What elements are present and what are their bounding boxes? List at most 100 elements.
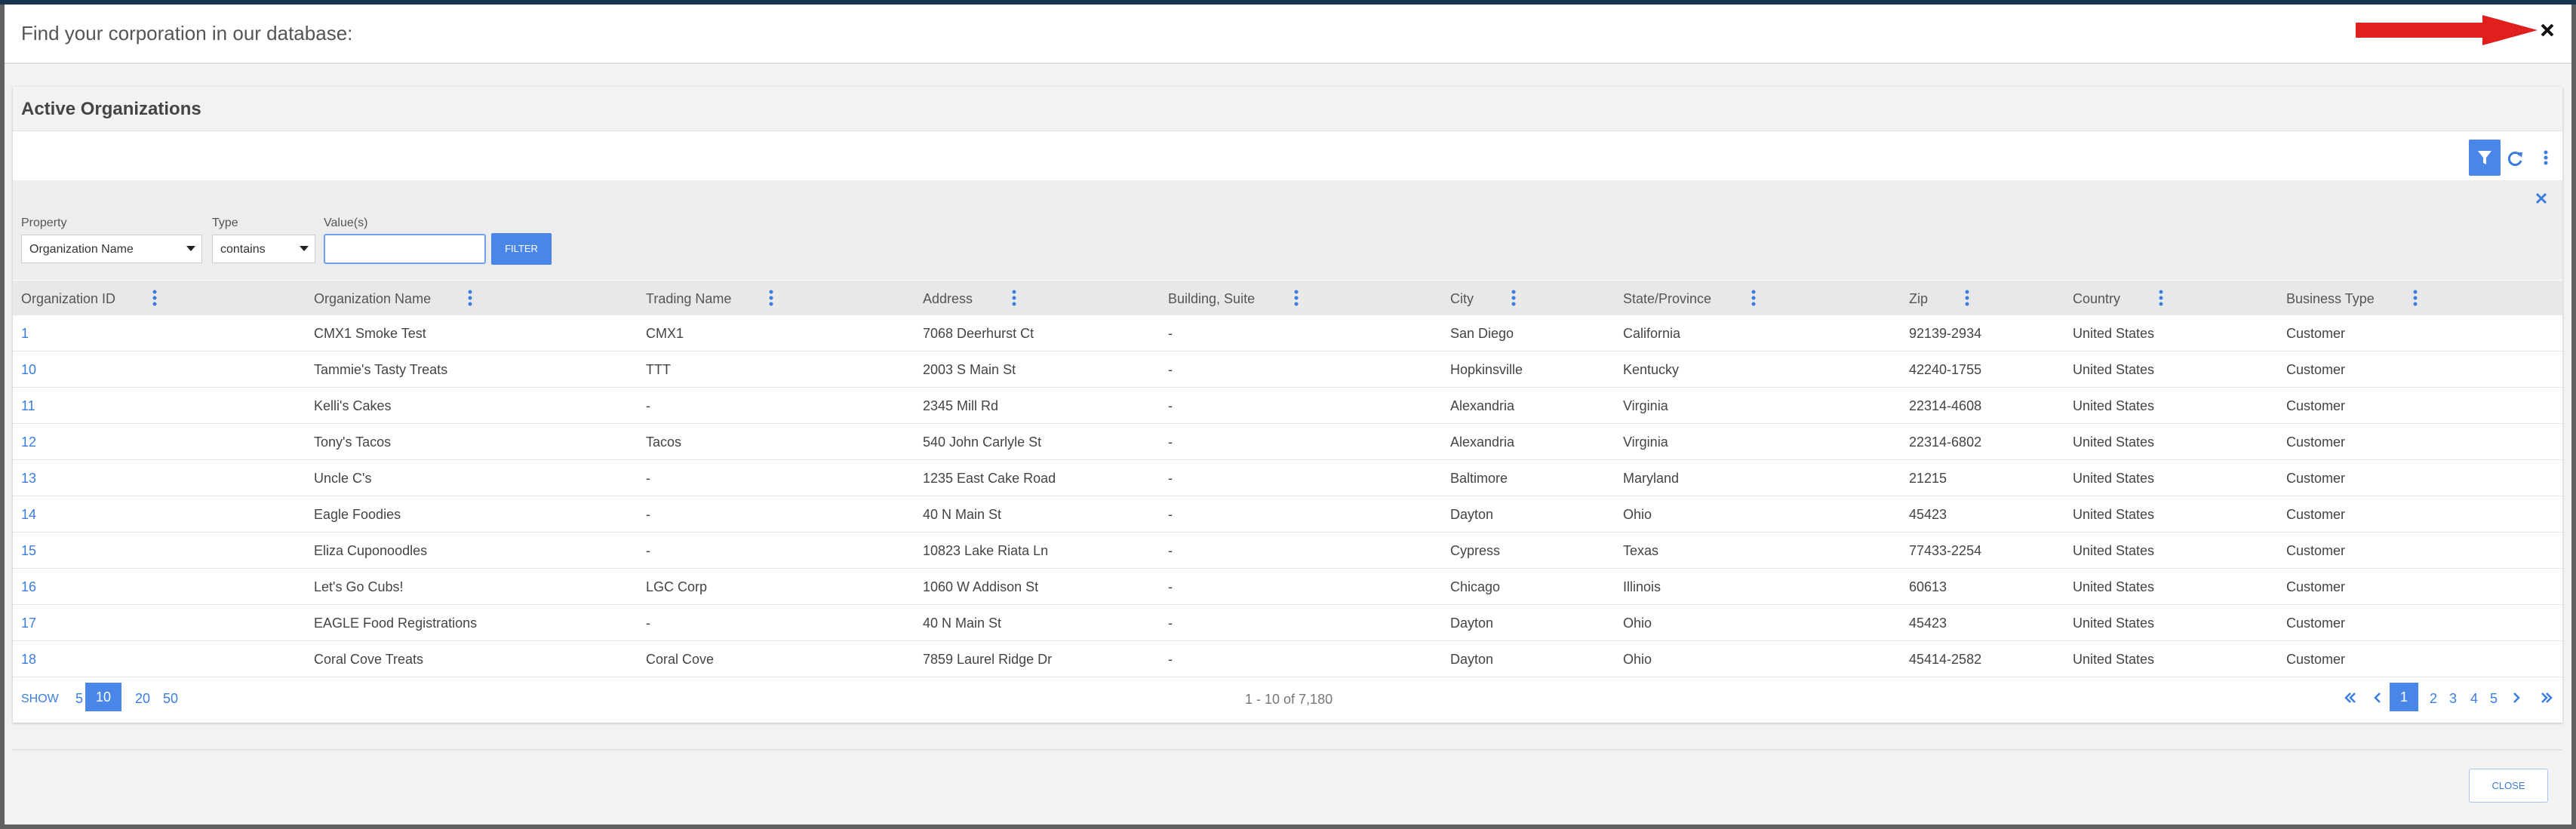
cell: Hopkinsville <box>1450 362 1523 377</box>
column-menu[interactable] <box>468 290 472 306</box>
cell: Tony's Tacos <box>314 434 392 450</box>
value-input[interactable] <box>324 234 486 264</box>
row-divider <box>13 459 2562 460</box>
modal-header <box>5 5 2571 64</box>
cell: Ohio <box>1623 652 1652 667</box>
page-number[interactable]: 5 <box>2490 691 2498 706</box>
property-select[interactable]: Organization Name <box>21 235 202 263</box>
org-id-link[interactable]: 11 <box>21 398 35 413</box>
cell: San Diego <box>1450 326 1514 341</box>
cell: Eliza Cuponoodles <box>314 543 428 558</box>
cell: Customer <box>2286 507 2346 522</box>
cell: - <box>646 507 650 522</box>
close-button[interactable]: CLOSE <box>2469 769 2548 803</box>
cell: 77433-2254 <box>1909 543 1982 558</box>
org-id-link[interactable]: 15 <box>21 543 37 558</box>
cell: Customer <box>2286 362 2346 377</box>
row-divider <box>13 604 2562 605</box>
toolbar-icons[interactable] <box>2506 149 2559 168</box>
cell: Customer <box>2286 326 2346 341</box>
page-number[interactable]: 4 <box>2470 691 2479 706</box>
page-size[interactable]: 20 <box>135 691 151 706</box>
org-id-link[interactable]: 10 <box>21 362 37 377</box>
property-value: Organization Name <box>29 243 134 256</box>
range-text: 1 - 10 of 7,180 <box>1245 692 1333 707</box>
page-number[interactable]: 3 <box>2449 691 2458 706</box>
row-divider <box>13 532 2562 533</box>
cell: 2003 S Main St <box>923 362 1016 377</box>
cell: United States <box>2073 579 2155 594</box>
page-size[interactable]: 5 <box>75 691 84 706</box>
cell: Coral Cove <box>646 652 715 667</box>
column-menu[interactable] <box>769 290 773 306</box>
column-menu[interactable] <box>1751 290 1756 306</box>
cell: United States <box>2073 326 2155 341</box>
org-id-link[interactable]: 13 <box>21 471 37 486</box>
cell: Virginia <box>1623 398 1668 413</box>
page-nav[interactable] <box>2372 692 2386 704</box>
cell: - <box>1168 362 1173 377</box>
row-divider <box>13 423 2562 424</box>
cell: United States <box>2073 543 2155 558</box>
cell: Tammie's Tasty Treats <box>314 362 448 377</box>
column-header: Business Type <box>2286 291 2375 306</box>
cell: - <box>1168 434 1173 450</box>
page-number[interactable]: 2 <box>2430 691 2438 706</box>
cell: Tacos <box>646 434 682 450</box>
cell: Baltimore <box>1450 471 1508 486</box>
cell: Customer <box>2286 616 2346 631</box>
org-id-link[interactable]: 18 <box>21 652 37 667</box>
cell: United States <box>2073 652 2155 667</box>
column-menu[interactable] <box>1965 290 1969 306</box>
org-id-link[interactable]: 16 <box>21 579 37 594</box>
table-header <box>13 281 2562 315</box>
cell: - <box>646 471 650 486</box>
org-id-link[interactable]: 17 <box>21 616 37 631</box>
cell: - <box>1168 398 1173 413</box>
row-divider <box>13 640 2562 641</box>
org-id-link[interactable]: 14 <box>21 507 37 522</box>
type-label: Type <box>212 216 238 229</box>
cell: - <box>646 616 650 631</box>
panel-title: Active Organizations <box>21 99 201 119</box>
cell: United States <box>2073 362 2155 377</box>
org-id-link[interactable]: 12 <box>21 434 37 450</box>
type-select[interactable]: contains <box>212 235 315 263</box>
filter-toggle[interactable] <box>2469 140 2501 176</box>
column-menu[interactable] <box>152 290 157 306</box>
column-menu[interactable] <box>2159 290 2163 306</box>
page-number[interactable]: 1 <box>2390 683 2418 711</box>
cell: 92139-2934 <box>1909 326 1982 341</box>
cell: EAGLE Food Registrations <box>314 616 478 631</box>
filter-button[interactable]: FILTER <box>491 233 552 265</box>
column-header: Organization ID <box>21 291 116 306</box>
cell: Customer <box>2286 579 2346 594</box>
cell: 1235 East Cake Road <box>923 471 1056 486</box>
column-menu[interactable] <box>1511 290 1516 306</box>
column-header: Country <box>2073 291 2121 306</box>
page-size[interactable]: 10 <box>85 683 121 711</box>
cell: CMX1 <box>646 326 684 341</box>
column-menu[interactable] <box>1012 290 1016 306</box>
page-nav[interactable] <box>2511 692 2525 704</box>
cell: 1060 W Addison St <box>923 579 1039 594</box>
cell: United States <box>2073 507 2155 522</box>
page-nav[interactable] <box>2344 692 2357 704</box>
row-divider <box>13 351 2562 352</box>
cell: Customer <box>2286 398 2346 413</box>
property-label: Property <box>21 216 67 229</box>
cell: 40 N Main St <box>923 616 1002 631</box>
column-menu[interactable] <box>1294 290 1299 306</box>
column-header: Address <box>923 291 973 306</box>
column-menu[interactable] <box>2413 290 2418 306</box>
cell: 22314-4608 <box>1909 398 1982 413</box>
cell: United States <box>2073 471 2155 486</box>
page-size[interactable]: 50 <box>163 691 179 706</box>
org-id-link[interactable]: 1 <box>21 326 29 341</box>
filter-close[interactable] <box>2535 192 2548 205</box>
cell: Dayton <box>1450 616 1494 631</box>
cell: 7859 Laurel Ridge Dr <box>923 652 1053 667</box>
cell: Ohio <box>1623 616 1652 631</box>
page-nav[interactable] <box>2540 692 2553 704</box>
